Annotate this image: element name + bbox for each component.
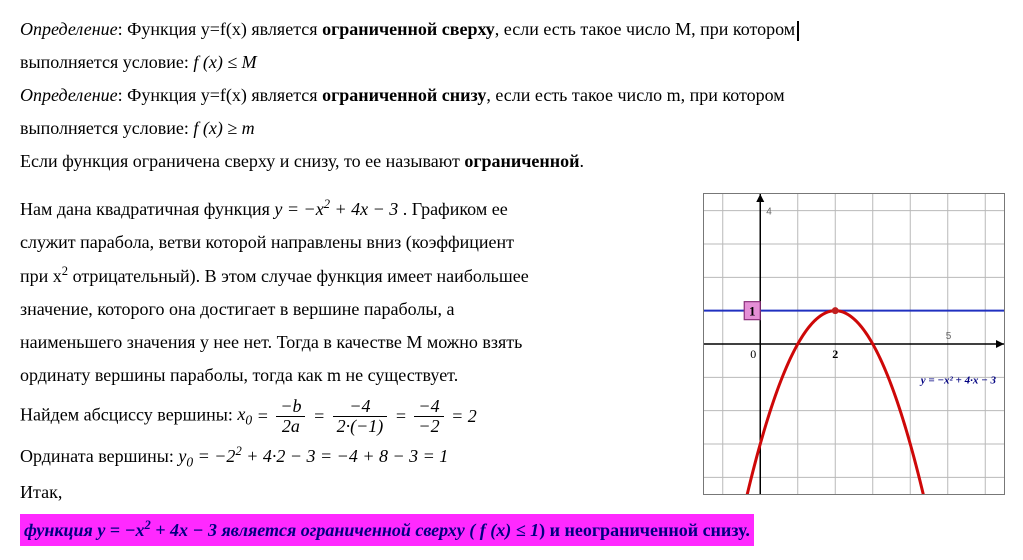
given-a: Нам дана квадратичная функция — [20, 199, 274, 219]
f2-den: 2·(−1) — [333, 416, 388, 436]
y-sub: 0 — [186, 454, 193, 469]
chart-svg: 1 0 2 4 5 y = −x² + 4·x − 3 — [704, 194, 1004, 494]
vy-expr-a: = −2 — [198, 446, 236, 466]
def2-text-a: : Функция y=f(x) является — [118, 85, 322, 105]
bounded-c: . — [580, 151, 585, 171]
vertex-y-line: Ордината вершины: y0 = −22 + 4·2 − 3 = −… — [20, 442, 691, 473]
definition-2: Определение: Функция y=f(x) является огр… — [20, 82, 1003, 109]
def2-line2a: выполняется условие: — [20, 118, 193, 138]
frac-3: −4−2 — [414, 397, 443, 436]
def-label: Определение — [20, 19, 118, 39]
f1-den: 2a — [276, 416, 305, 436]
vx-result: = 2 — [451, 403, 477, 430]
def1-text-a: : Функция y=f(x) является — [118, 19, 322, 39]
def1-formula: f (x) ≤ M — [193, 52, 256, 72]
svg-text:5: 5 — [946, 331, 952, 342]
vy-expr-b: + 4·2 − 3 = −4 + 8 − 3 = 1 — [242, 446, 449, 466]
x-sub: 0 — [245, 413, 252, 428]
f1-num: −b — [276, 397, 305, 416]
p3b: отрицательный). В этом случае функция им… — [68, 266, 529, 286]
p5: наименьшего значения у нее нет. Тогда в … — [20, 329, 691, 356]
def-label-2: Определение — [20, 85, 118, 105]
frac-2: −42·(−1) — [333, 397, 388, 436]
definition-1-line2: выполняется условие: f (x) ≤ M — [20, 49, 1003, 76]
vertex-x-line: Найдем абсциссу вершины: x0 = −b2a = −42… — [20, 397, 691, 436]
vertex-x0: x0 — [237, 401, 252, 431]
definition-2-line2: выполняется условие: f (x) ≥ m — [20, 115, 1003, 142]
def2-bold: ограниченной снизу — [322, 85, 486, 105]
conc-a: функция y = −x — [24, 520, 144, 540]
conc-b: + 4x − 3 является ограниченной сверху ( … — [151, 520, 539, 540]
conc-c: ) и неограниченной снизу. — [539, 520, 750, 540]
def1-line2a: выполняется условие: — [20, 52, 193, 72]
def1-bold: ограниченной сверху — [322, 19, 495, 39]
eq2: = — [313, 403, 325, 430]
svg-text:y = −x² + 4·x − 3: y = −x² + 4·x − 3 — [919, 374, 997, 386]
given-formula-a: y = −x — [274, 199, 323, 219]
vertex-y-label: Ордината вершины: — [20, 446, 178, 466]
svg-text:0: 0 — [750, 347, 756, 361]
bounded-statement: Если функция ограничена сверху и снизу, … — [20, 148, 1003, 175]
def2-text-b: , если есть такое число m, при котором — [486, 85, 784, 105]
p4: значение, которого она достигает в верши… — [20, 296, 691, 323]
f2-num: −4 — [333, 397, 388, 416]
definition-1: Определение: Функция y=f(x) является огр… — [20, 16, 1003, 43]
vertex-x-label: Найдем абсциссу вершины: — [20, 405, 237, 425]
bounded-b: ограниченной — [464, 151, 579, 171]
given-formula-b: + 4x − 3 — [330, 199, 398, 219]
given-line: Нам дана квадратичная функция y = −x2 + … — [20, 195, 691, 223]
text-cursor — [797, 21, 799, 41]
eq3: = — [395, 403, 407, 430]
eq1: = — [257, 403, 269, 430]
parabola-chart: 1 0 2 4 5 y = −x² + 4·x − 3 — [703, 193, 1005, 495]
f3-den: −2 — [414, 416, 443, 436]
def2-formula: f (x) ≥ m — [193, 118, 254, 138]
given-b: . Графиком ее — [398, 199, 507, 219]
p3a: при x — [20, 266, 62, 286]
itak: Итак, — [20, 479, 691, 506]
svg-text:2: 2 — [832, 347, 838, 361]
frac-1: −b2a — [276, 397, 305, 436]
p3: при x2 отрицательный). В этом случае фун… — [20, 262, 691, 290]
p6: ординату вершины параболы, тогда как m н… — [20, 362, 691, 389]
svg-text:4: 4 — [766, 207, 772, 218]
def1-text-b: , если есть такое число M, при котором — [495, 19, 795, 39]
p2: служит парабола, ветви которой направлен… — [20, 229, 691, 256]
bounded-a: Если функция ограничена сверху и снизу, … — [20, 151, 464, 171]
svg-text:1: 1 — [749, 304, 756, 319]
f3-num: −4 — [414, 397, 443, 416]
conclusion-highlight: функция y = −x2 + 4x − 3 является ограни… — [20, 514, 754, 546]
vertex-y0: y0 — [178, 446, 193, 466]
